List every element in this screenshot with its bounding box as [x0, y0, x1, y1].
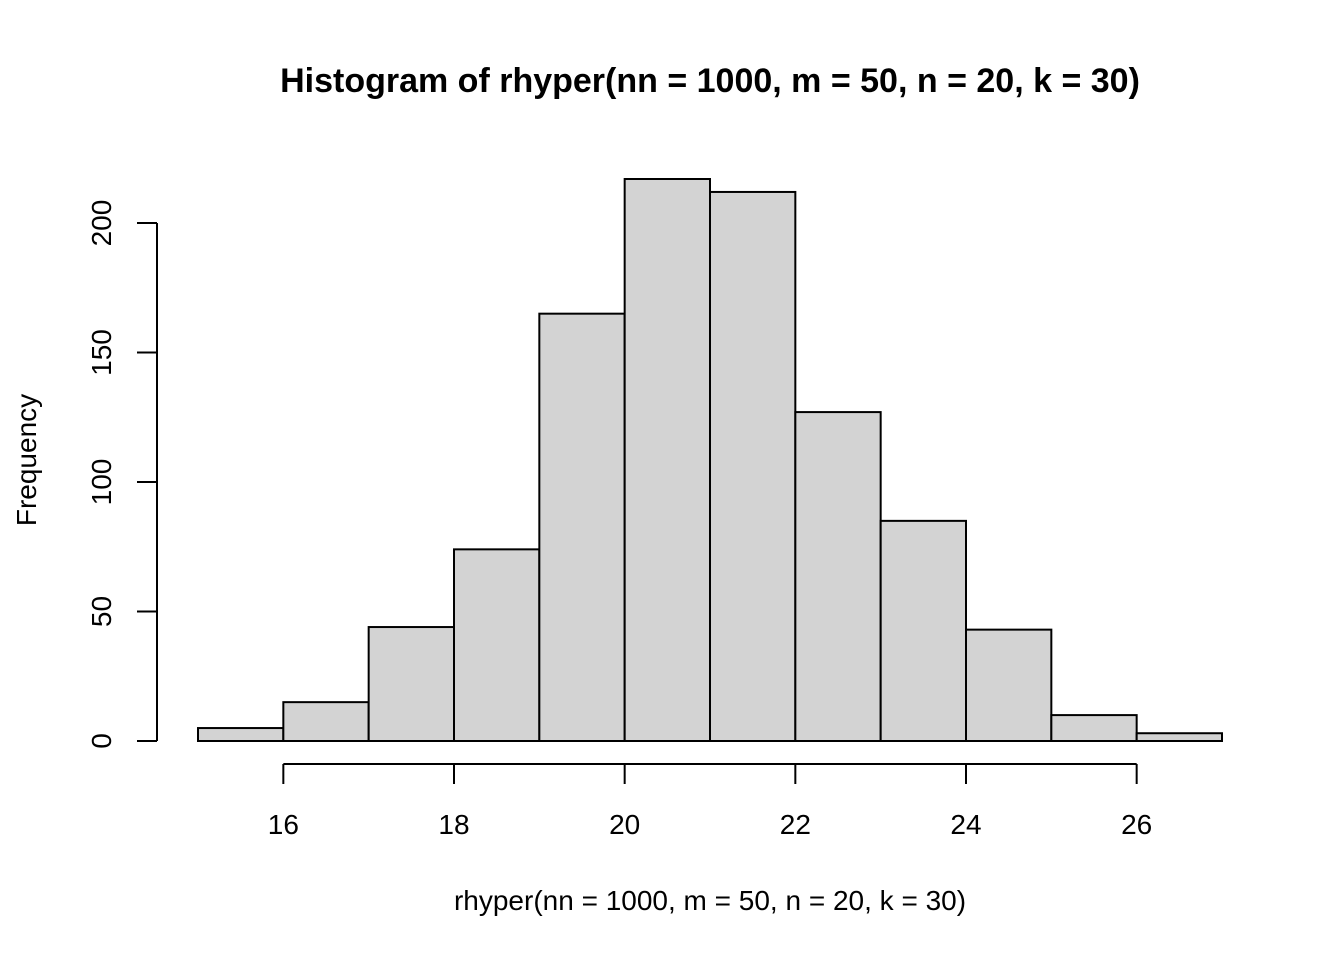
x-tick-label-26: 26	[1121, 809, 1152, 840]
x-axis: 16 18 20 22 24 26	[268, 763, 1152, 840]
histogram-bar-3	[453, 548, 541, 742]
y-tick-label-0: 0	[86, 733, 117, 749]
histogram-bar-9	[965, 628, 1053, 742]
histogram-bar-1	[282, 701, 370, 743]
x-tick-label-16: 16	[268, 809, 299, 840]
y-axis-label: Frequency	[11, 394, 42, 526]
x-axis-label: rhyper(nn = 1000, m = 50, n = 20, k = 30…	[454, 885, 966, 916]
y-tick-label-100: 100	[86, 459, 117, 506]
bars-group	[197, 178, 1223, 743]
chart-title: Histogram of rhyper(nn = 1000, m = 50, n…	[280, 62, 1140, 100]
histogram-bar-8	[879, 519, 968, 742]
histogram-bar-6	[709, 190, 797, 743]
histogram-bar-5	[623, 178, 712, 742]
histogram-bar-0	[197, 727, 285, 743]
y-tick-label-50: 50	[86, 596, 117, 627]
y-axis: 0 50 100 150 200	[86, 200, 158, 749]
x-tick-label-18: 18	[438, 809, 469, 840]
x-tick-label-24: 24	[950, 809, 981, 840]
histogram-bar-7	[794, 411, 882, 742]
histogram-bar-11	[1135, 732, 1223, 742]
y-tick-label-150: 150	[86, 329, 117, 376]
x-tick-label-22: 22	[780, 809, 811, 840]
x-tick-label-20: 20	[609, 809, 640, 840]
histogram-bar-4	[538, 312, 626, 742]
histogram-bar-10	[1050, 714, 1138, 742]
y-tick-label-200: 200	[86, 200, 117, 247]
histogram-bar-2	[367, 626, 455, 742]
